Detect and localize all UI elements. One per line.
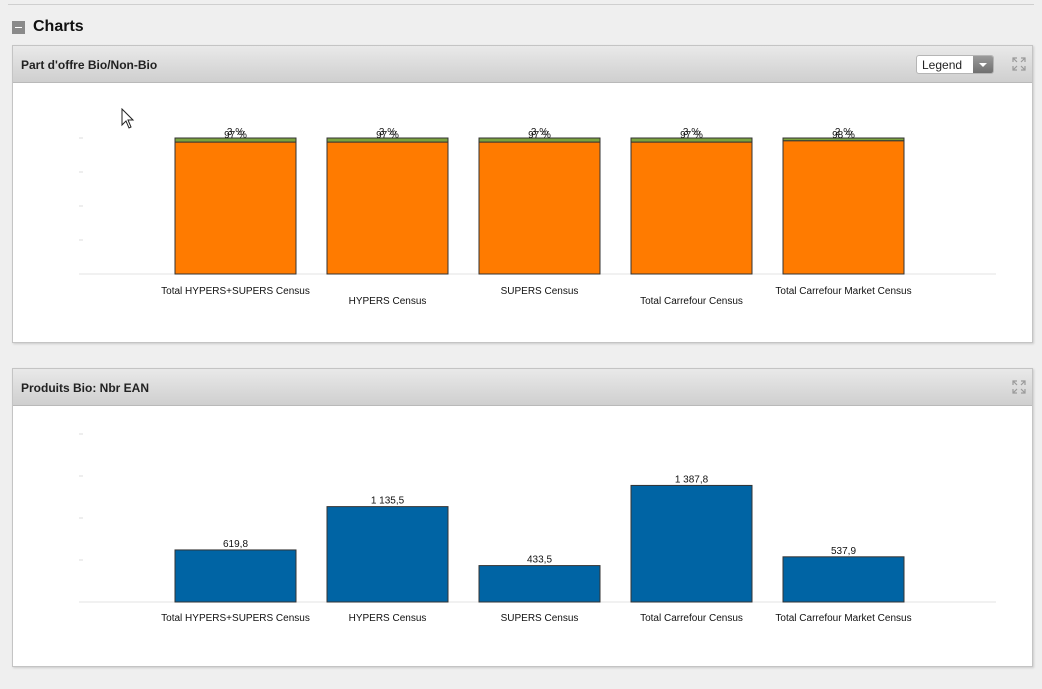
legend-dropdown-label: Legend xyxy=(922,58,963,72)
x-tick-label: Total Carrefour Market Census xyxy=(775,613,911,624)
data-label: 1 387,8 xyxy=(675,474,709,485)
x-tick-label: Total Carrefour Census xyxy=(640,296,743,307)
x-tick-label: HYPERS Census xyxy=(349,296,427,307)
data-label: 619,8 xyxy=(223,539,248,550)
bar-segment xyxy=(782,137,905,142)
data-label: 97 % xyxy=(376,130,399,141)
panel-title: Produits Bio: Nbr EAN xyxy=(21,381,149,395)
bar-segment xyxy=(630,141,753,275)
x-tick-label: SUPERS Census xyxy=(501,286,579,297)
section-header: Charts xyxy=(12,17,84,37)
data-label: 97 % xyxy=(528,130,551,141)
data-label: 3 % xyxy=(531,127,548,138)
data-label: 3 % xyxy=(227,127,244,138)
chart-panel-bio-share: Part d'offre Bio/Non-Bio Legend 97 % 3 % T… xyxy=(12,45,1033,343)
legend-dropdown[interactable]: Legend xyxy=(916,55,994,74)
bar xyxy=(782,556,905,603)
chevron-down-icon[interactable] xyxy=(973,56,993,73)
data-label: 537,9 xyxy=(831,546,856,557)
data-label: 1 135,5 xyxy=(371,496,405,507)
section-title: Charts xyxy=(33,18,84,35)
data-label: 3 % xyxy=(683,127,700,138)
panel-header: Part d'offre Bio/Non-Bio Legend xyxy=(13,46,1032,83)
panel-title: Part d'offre Bio/Non-Bio xyxy=(21,58,158,72)
panel-header: Produits Bio: Nbr EAN xyxy=(13,369,1032,406)
bar xyxy=(174,549,297,603)
chart-panel-ean-count: Produits Bio: Nbr EAN 619,8 Total HYPERS+… xyxy=(12,368,1033,667)
mouse-cursor-icon xyxy=(121,108,135,129)
bar-segment xyxy=(174,137,297,143)
expand-icon[interactable] xyxy=(1012,57,1026,71)
bar xyxy=(326,506,449,603)
collapse-icon[interactable] xyxy=(12,20,25,34)
bar xyxy=(630,484,753,603)
data-label: 97 % xyxy=(224,130,247,141)
data-label: 97 % xyxy=(680,130,703,141)
top-divider xyxy=(8,4,1034,5)
bar-segment xyxy=(478,141,601,275)
x-tick-label: Total HYPERS+SUPERS Census xyxy=(161,286,310,297)
data-label: 2 % xyxy=(835,127,852,138)
bar-segment xyxy=(782,140,905,275)
bar-chart: 619,8 Total HYPERS+SUPERS Census 1 135,5 HY… xyxy=(79,433,996,624)
bar-segment xyxy=(174,141,297,275)
x-tick-label: Total HYPERS+SUPERS Census xyxy=(161,613,310,624)
data-label: 98 % xyxy=(832,130,855,141)
x-tick-label: SUPERS Census xyxy=(501,613,579,624)
bar-segment xyxy=(630,137,753,143)
bar xyxy=(478,565,601,603)
expand-icon[interactable] xyxy=(1012,380,1026,394)
bar-segment xyxy=(326,137,449,143)
bar-segment xyxy=(326,141,449,275)
data-label: 433,5 xyxy=(527,555,552,566)
bar-segment xyxy=(478,137,601,143)
x-tick-label: HYPERS Census xyxy=(349,613,427,624)
data-label: 3 % xyxy=(379,127,396,138)
x-tick-label: Total Carrefour Market Census xyxy=(775,286,911,297)
x-tick-label: Total Carrefour Census xyxy=(640,613,743,624)
